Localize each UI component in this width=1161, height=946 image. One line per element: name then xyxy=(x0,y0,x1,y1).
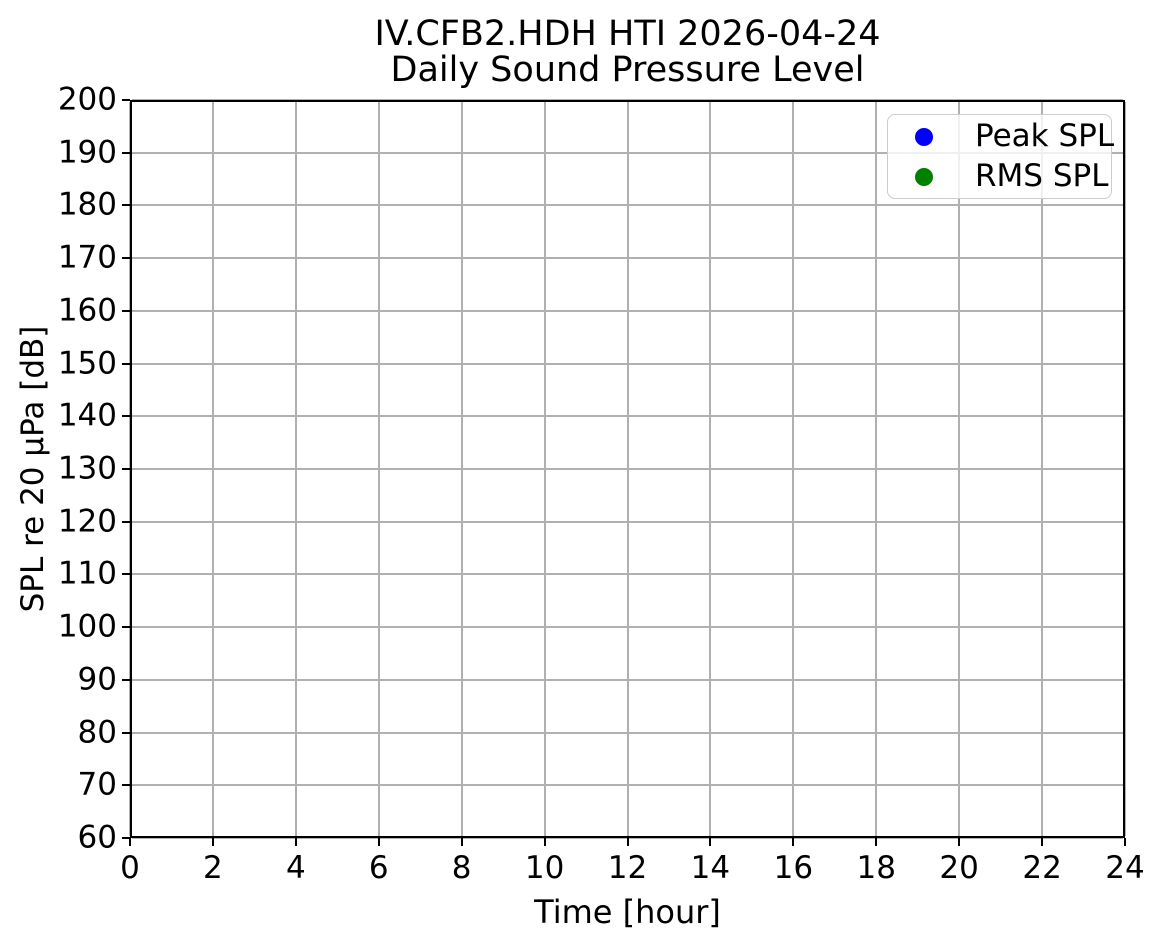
y-tick-mark xyxy=(122,257,130,260)
y-tick-mark xyxy=(122,204,130,207)
y-gridline xyxy=(132,678,1123,681)
x-tick-mark xyxy=(377,838,380,846)
y-tick-mark xyxy=(122,678,130,681)
circle-icon xyxy=(915,127,933,146)
y-tick-label: 110 xyxy=(57,555,117,592)
legend-entry: Peak SPL xyxy=(915,117,1115,157)
x-tick-mark xyxy=(958,838,961,846)
y-gridline xyxy=(132,257,1123,260)
x-tick-label: 0 xyxy=(120,850,140,886)
x-tick-mark xyxy=(1041,838,1044,846)
circle-icon xyxy=(915,167,933,186)
y-tick-mark xyxy=(122,784,130,787)
y-tick-label: 190 xyxy=(57,134,117,171)
x-tick-mark xyxy=(129,838,131,846)
x-tick-label: 12 xyxy=(607,850,648,886)
y-tick-label: 100 xyxy=(57,608,117,645)
y-gridline xyxy=(132,731,1123,734)
legend-entry-label: Peak SPL xyxy=(975,118,1115,154)
y-gridline xyxy=(132,520,1123,523)
y-tick-label: 140 xyxy=(57,397,117,434)
x-tick-label: 22 xyxy=(1022,850,1062,886)
x-tick-mark xyxy=(875,838,878,846)
x-tick-label: 24 xyxy=(1105,850,1145,886)
x-tick-mark xyxy=(294,838,297,846)
x-tick-mark xyxy=(543,838,546,846)
y-tick-label: 200 xyxy=(57,81,117,118)
y-gridline xyxy=(132,573,1123,576)
x-tick-label: 4 xyxy=(285,850,306,886)
x-tick-label: 20 xyxy=(939,850,979,886)
y-tick-label: 80 xyxy=(77,714,117,751)
y-tick-mark xyxy=(122,309,130,312)
x-tick-mark xyxy=(211,838,214,846)
y-tick-mark xyxy=(122,99,130,101)
y-tick-mark xyxy=(122,151,130,154)
y-tick-mark xyxy=(122,520,130,523)
legend: Peak SPL RMS SPL xyxy=(887,114,1115,199)
y-tick-label: 170 xyxy=(57,239,117,276)
y-gridline xyxy=(132,415,1123,418)
x-tick-label: 16 xyxy=(773,850,814,886)
y-tick-label: 70 xyxy=(77,766,117,803)
x-tick-mark xyxy=(626,838,629,846)
y-tick-mark xyxy=(122,573,130,576)
y-tick-mark xyxy=(122,468,130,470)
x-tick-mark xyxy=(709,838,712,846)
y-gridline xyxy=(132,204,1123,207)
chart-subtitle: Daily Sound Pressure Level xyxy=(390,50,865,90)
x-tick-mark xyxy=(792,838,795,846)
legend-entry: RMS SPL xyxy=(915,157,1111,197)
y-gridline xyxy=(132,784,1123,787)
y-tick-label: 130 xyxy=(57,450,117,487)
y-tick-label: 160 xyxy=(57,292,117,329)
x-tick-mark xyxy=(460,838,463,846)
legend-entry-label: RMS SPL xyxy=(975,158,1109,194)
x-tick-label: 2 xyxy=(203,850,223,886)
x-gridline xyxy=(1124,102,1126,836)
x-tick-mark xyxy=(1124,838,1126,846)
x-tick-label: 18 xyxy=(856,850,896,886)
x-axis-label: Time [hour] xyxy=(534,893,721,931)
chart-title: IV.CFB2.HDH HTI 2026-04-24 xyxy=(374,14,881,54)
x-tick-label: 8 xyxy=(451,850,472,886)
x-tick-label: 10 xyxy=(524,850,565,886)
y-tick-mark xyxy=(122,415,130,418)
y-gridline xyxy=(132,626,1123,629)
y-tick-label: 90 xyxy=(77,661,117,698)
y-gridline xyxy=(132,468,1123,470)
y-tick-mark xyxy=(122,626,130,629)
y-tick-mark xyxy=(122,731,130,734)
x-tick-label: 14 xyxy=(690,850,731,886)
y-tick-label: 180 xyxy=(57,186,117,223)
y-gridline xyxy=(132,151,1123,154)
y-tick-mark xyxy=(122,362,130,365)
y-tick-label: 150 xyxy=(57,345,117,382)
y-gridline xyxy=(132,99,1123,101)
y-tick-label: 60 xyxy=(77,819,117,856)
y-gridline xyxy=(132,362,1123,365)
y-gridline xyxy=(132,309,1123,312)
y-tick-label: 120 xyxy=(57,503,117,540)
y-axis-label: SPL re 20 µPa [dB] xyxy=(15,325,51,613)
x-tick-label: 6 xyxy=(368,850,389,886)
chart-title-block: IV.CFB2.HDH HTI 2026-04-24 Daily Sound P… xyxy=(130,16,1125,88)
y-tick-mark xyxy=(122,837,130,839)
